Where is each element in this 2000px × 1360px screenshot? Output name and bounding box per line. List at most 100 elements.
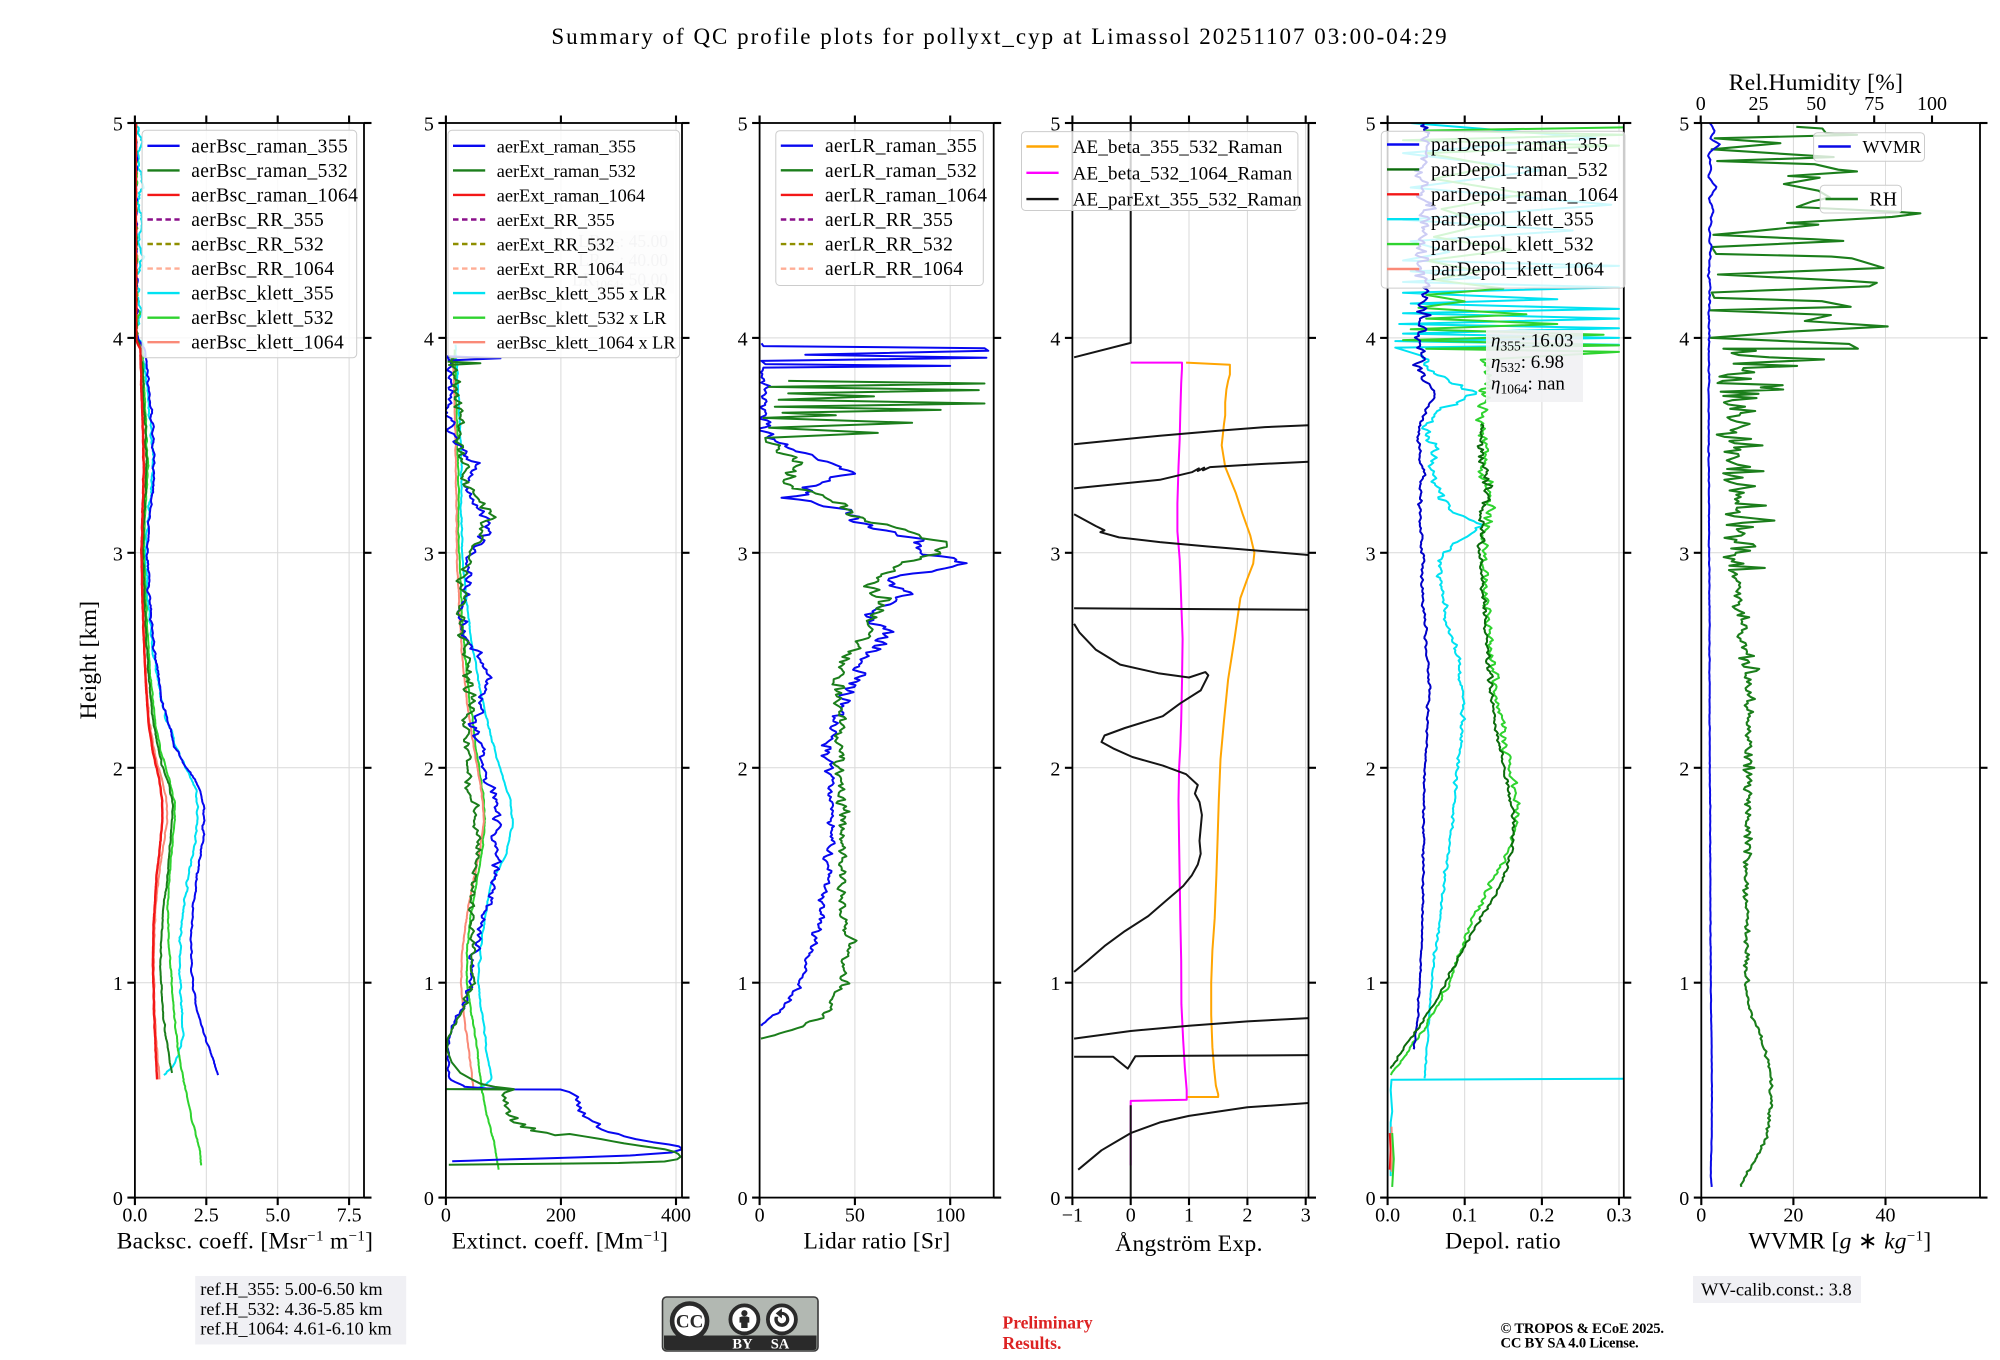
svg-text:η532: 6.98: η532: 6.98 xyxy=(1491,352,1564,375)
svg-text:2: 2 xyxy=(1242,1205,1252,1227)
svg-text:ref.H_532: 4.36-5.85 km: ref.H_532: 4.36-5.85 km xyxy=(200,1299,382,1319)
svg-text:0: 0 xyxy=(441,1205,451,1227)
svg-text:aerBsc_raman_532: aerBsc_raman_532 xyxy=(191,161,348,182)
svg-text:η355: 16.03: η355: 16.03 xyxy=(1491,331,1573,354)
svg-text:0: 0 xyxy=(1050,1188,1060,1210)
svg-text:0: 0 xyxy=(113,1188,123,1210)
svg-text:aerBsc_klett_1064: aerBsc_klett_1064 xyxy=(191,333,344,354)
svg-text:2: 2 xyxy=(113,758,123,780)
svg-text:3: 3 xyxy=(1050,543,1060,565)
svg-text:aerLR_raman_355: aerLR_raman_355 xyxy=(825,136,977,157)
svg-text:Results.: Results. xyxy=(1003,1333,1062,1353)
svg-text:2: 2 xyxy=(1366,758,1376,780)
svg-text:ref.H_355: 5.00-6.50 km: ref.H_355: 5.00-6.50 km xyxy=(200,1279,382,1299)
svg-text:aerExt_RR_355: aerExt_RR_355 xyxy=(497,210,615,230)
svg-text:25: 25 xyxy=(1749,93,1769,115)
svg-text:CC BY SA 4.0 License.: CC BY SA 4.0 License. xyxy=(1501,1336,1639,1352)
svg-text:Preliminary: Preliminary xyxy=(1003,1313,1093,1333)
svg-text:AE_parExt_355_532_Raman: AE_parExt_355_532_Raman xyxy=(1073,190,1303,211)
svg-text:parDepol_klett_1064: parDepol_klett_1064 xyxy=(1431,260,1604,281)
svg-text:Height [km]: Height [km] xyxy=(76,601,102,720)
svg-text:© TROPOS & ECoE 2025.: © TROPOS & ECoE 2025. xyxy=(1501,1321,1664,1337)
svg-text:75: 75 xyxy=(1864,93,1884,115)
svg-text:4: 4 xyxy=(1366,328,1376,350)
svg-text:2: 2 xyxy=(1679,758,1689,780)
svg-text:Depol. ratio: Depol. ratio xyxy=(1445,1229,1561,1255)
svg-text:2: 2 xyxy=(424,758,434,780)
svg-text:aerBsc_RR_1064: aerBsc_RR_1064 xyxy=(191,259,334,280)
svg-text:1: 1 xyxy=(1679,973,1689,995)
svg-text:CC: CC xyxy=(676,1312,703,1333)
svg-text:3: 3 xyxy=(113,543,123,565)
svg-text:parDepol_raman_1064: parDepol_raman_1064 xyxy=(1431,185,1618,206)
svg-text:Ångström Exp.: Ångström Exp. xyxy=(1115,1231,1263,1257)
svg-text:η1064: nan: η1064: nan xyxy=(1491,374,1565,397)
svg-text:0.3: 0.3 xyxy=(1607,1205,1632,1227)
svg-text:3: 3 xyxy=(1366,543,1376,565)
svg-text:aerExt_raman_532: aerExt_raman_532 xyxy=(497,161,636,181)
svg-text:5: 5 xyxy=(424,114,434,136)
svg-text:Rel.Humidity [%]: Rel.Humidity [%] xyxy=(1729,70,1904,96)
svg-text:RH: RH xyxy=(1870,190,1898,211)
svg-text:aerLR_RR_1064: aerLR_RR_1064 xyxy=(825,259,963,280)
svg-text:WVMR [g ∗ kg−1]: WVMR [g ∗ kg−1] xyxy=(1748,1229,1931,1255)
svg-text:parDepol_klett_355: parDepol_klett_355 xyxy=(1431,210,1594,231)
svg-text:Extinct. coeff. [Mm−1]: Extinct. coeff. [Mm−1] xyxy=(452,1229,669,1255)
svg-text:aerBsc_RR_355: aerBsc_RR_355 xyxy=(191,210,324,231)
svg-text:1: 1 xyxy=(1184,1205,1194,1227)
svg-text:100: 100 xyxy=(1917,93,1947,115)
svg-text:5: 5 xyxy=(1679,114,1689,136)
svg-text:Backsc. coeff. [Msr−1 m−1]: Backsc. coeff. [Msr−1 m−1] xyxy=(117,1229,374,1255)
svg-text:−1: −1 xyxy=(1062,1205,1083,1227)
svg-text:aerBsc_klett_532 x LR: aerBsc_klett_532 x LR xyxy=(497,308,667,328)
svg-text:1: 1 xyxy=(424,973,434,995)
svg-text:ref.H_1064: 4.61-6.10 km: ref.H_1064: 4.61-6.10 km xyxy=(200,1319,391,1339)
svg-text:parDepol_raman_355: parDepol_raman_355 xyxy=(1431,135,1608,156)
svg-text:aerExt_raman_1064: aerExt_raman_1064 xyxy=(497,185,645,205)
svg-text:4: 4 xyxy=(113,328,123,350)
svg-text:5.0: 5.0 xyxy=(265,1205,290,1227)
svg-text:5: 5 xyxy=(1366,114,1376,136)
svg-text:aerExt_RR_532: aerExt_RR_532 xyxy=(497,235,615,255)
svg-text:aerLR_raman_532: aerLR_raman_532 xyxy=(825,161,977,182)
svg-text:5: 5 xyxy=(113,114,123,136)
svg-text:7.5: 7.5 xyxy=(337,1205,362,1227)
svg-text:0: 0 xyxy=(738,1188,748,1210)
svg-text:2.5: 2.5 xyxy=(194,1205,219,1227)
svg-text:aerBsc_klett_532: aerBsc_klett_532 xyxy=(191,308,334,329)
svg-text:WVMR: WVMR xyxy=(1863,137,1922,157)
svg-text:parDepol_klett_532: parDepol_klett_532 xyxy=(1431,235,1594,256)
svg-text:Summary of QC profile plots fo: Summary of QC profile plots for pollyxt_… xyxy=(551,24,1448,49)
svg-text:aerBsc_klett_355: aerBsc_klett_355 xyxy=(191,284,334,305)
svg-text:3: 3 xyxy=(1301,1205,1311,1227)
svg-text:5: 5 xyxy=(1050,114,1060,136)
svg-text:0.2: 0.2 xyxy=(1529,1205,1554,1227)
svg-text:1: 1 xyxy=(113,973,123,995)
svg-text:aerLR_RR_355: aerLR_RR_355 xyxy=(825,210,953,231)
svg-text:1: 1 xyxy=(738,973,748,995)
svg-text:aerLR_RR_532: aerLR_RR_532 xyxy=(825,235,953,256)
svg-text:20: 20 xyxy=(1783,1205,1803,1227)
svg-text:1: 1 xyxy=(1366,973,1376,995)
svg-text:400: 400 xyxy=(661,1205,691,1227)
svg-text:3: 3 xyxy=(738,543,748,565)
svg-text:3: 3 xyxy=(1679,543,1689,565)
svg-text:40: 40 xyxy=(1876,1205,1896,1227)
svg-text:50: 50 xyxy=(845,1205,865,1227)
svg-text:2: 2 xyxy=(738,758,748,780)
svg-text:WV-calib.const.: 3.8: WV-calib.const.: 3.8 xyxy=(1701,1280,1852,1300)
svg-text:aerExt_raman_355: aerExt_raman_355 xyxy=(497,136,636,156)
svg-text:5: 5 xyxy=(738,114,748,136)
svg-text:0: 0 xyxy=(1366,1188,1376,1210)
svg-text:AE_beta_532_1064_Raman: AE_beta_532_1064_Raman xyxy=(1073,163,1293,184)
svg-text:100: 100 xyxy=(935,1205,965,1227)
svg-text:0.0: 0.0 xyxy=(1375,1205,1400,1227)
svg-text:AE_beta_355_532_Raman: AE_beta_355_532_Raman xyxy=(1073,137,1283,158)
svg-text:200: 200 xyxy=(546,1205,576,1227)
svg-text:parDepol_raman_532: parDepol_raman_532 xyxy=(1431,160,1608,181)
svg-text:0: 0 xyxy=(1679,1188,1689,1210)
svg-text:0: 0 xyxy=(1696,1205,1706,1227)
svg-text:aerBsc_raman_355: aerBsc_raman_355 xyxy=(191,136,348,157)
svg-text:0: 0 xyxy=(424,1188,434,1210)
svg-text:aerBsc_klett_355 x LR: aerBsc_klett_355 x LR xyxy=(497,284,667,304)
